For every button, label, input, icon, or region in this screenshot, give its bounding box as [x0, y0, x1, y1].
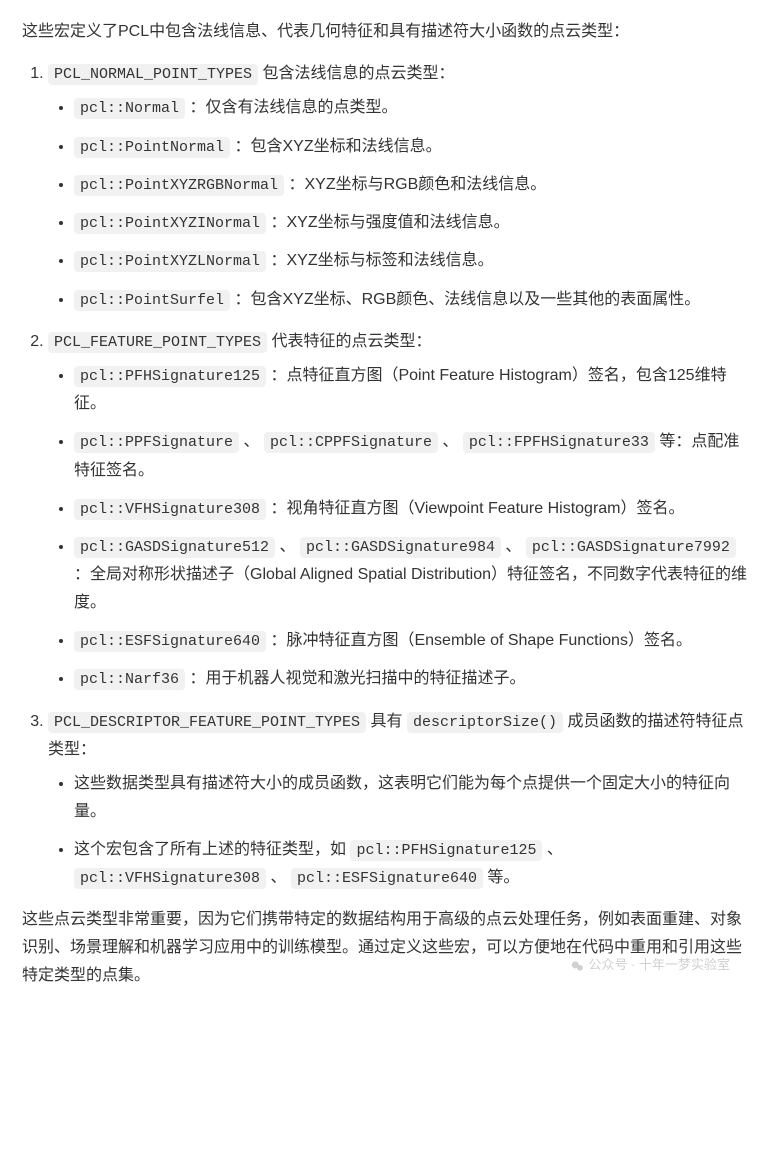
section-header: PCL_FEATURE_POINT_TYPES 代表特征的点云类型：: [48, 328, 754, 356]
list-item: pcl::ESFSignature640 ：脉冲特征直方图（Ensemble o…: [74, 627, 754, 655]
list-item: 这个宏包含了所有上述的特征类型，如 pcl::PFHSignature125 、…: [74, 836, 754, 893]
item-text: ：全局对称形状描述子（Global Aligned Spatial Distri…: [74, 566, 747, 611]
type-code: pcl::PointSurfel: [74, 290, 230, 311]
list-item: pcl::Narf36 ：用于机器人视觉和激光扫描中的特征描述子。: [74, 665, 754, 693]
macro-code: PCL_DESCRIPTOR_FEATURE_POINT_TYPES: [48, 712, 366, 733]
list-item: pcl::GASDSignature512 、 pcl::GASDSignatu…: [74, 533, 754, 617]
type-code: pcl::PPFSignature: [74, 432, 239, 453]
type-code: pcl::PFHSignature125: [74, 366, 266, 387]
type-code: pcl::Normal: [74, 98, 185, 119]
item-text: ：XYZ坐标与RGB颜色和法线信息。: [284, 176, 546, 193]
item-text: ：XYZ坐标与强度值和法线信息。: [266, 214, 510, 231]
code-separator: 、: [501, 538, 526, 555]
item-text: ：包含XYZ坐标、RGB颜色、法线信息以及一些其他的表面属性。: [230, 291, 700, 308]
list-item: pcl::PointXYZINormal ：XYZ坐标与强度值和法线信息。: [74, 209, 754, 237]
type-code: pcl::ESFSignature640: [74, 631, 266, 652]
list-item: pcl::VFHSignature308 ：视角特征直方图（Viewpoint …: [74, 495, 754, 523]
code-separator: 、: [266, 869, 291, 886]
macro-code: PCL_FEATURE_POINT_TYPES: [48, 332, 267, 353]
section-header: PCL_DESCRIPTOR_FEATURE_POINT_TYPES 具有 de…: [48, 708, 754, 764]
outro-paragraph: 这些点云类型非常重要，因为它们携带特定的数据结构用于高级的点云处理任务，例如表面…: [22, 906, 754, 990]
type-code: pcl::FPFHSignature33: [463, 432, 655, 453]
sub-list: 这些数据类型具有描述符大小的成员函数，这表明它们能为每个点提供一个固定大小的特征…: [48, 770, 754, 893]
sub-list: pcl::Normal ：仅含有法线信息的点类型。pcl::PointNorma…: [48, 94, 754, 314]
section-item: PCL_NORMAL_POINT_TYPES 包含法线信息的点云类型：pcl::…: [48, 60, 754, 314]
type-code: pcl::GASDSignature512: [74, 537, 275, 558]
type-code: pcl::PFHSignature125: [350, 840, 542, 861]
type-code: pcl::PointXYZINormal: [74, 213, 266, 234]
document-page: 这些宏定义了PCL中包含法线信息、代表几何特征和具有描述符大小函数的点云类型： …: [22, 18, 754, 990]
type-code: pcl::PointXYZLNormal: [74, 251, 266, 272]
section-item: PCL_DESCRIPTOR_FEATURE_POINT_TYPES 具有 de…: [48, 708, 754, 893]
item-text: ：用于机器人视觉和激光扫描中的特征描述子。: [185, 670, 525, 687]
type-code: pcl::PointNormal: [74, 137, 230, 158]
item-text: ：包含XYZ坐标和法线信息。: [230, 138, 442, 155]
item-text: ：脉冲特征直方图（Ensemble of Shape Functions）签名。: [266, 632, 692, 649]
section-tail: 包含法线信息的点云类型：: [258, 65, 454, 82]
section-header: PCL_NORMAL_POINT_TYPES 包含法线信息的点云类型：: [48, 60, 754, 88]
item-text: ：视角特征直方图（Viewpoint Feature Histogram）签名。: [266, 500, 684, 517]
item-text: 等。: [483, 869, 519, 886]
item-text: ：XYZ坐标与标签和法线信息。: [266, 252, 494, 269]
section-tail: 代表特征的点云类型：: [267, 333, 431, 350]
section-tail-before: 具有: [366, 713, 407, 730]
list-item: pcl::PFHSignature125 ：点特征直方图（Point Featu…: [74, 362, 754, 418]
list-item: pcl::PointXYZRGBNormal ：XYZ坐标与RGB颜色和法线信息…: [74, 171, 754, 199]
sub-list: pcl::PFHSignature125 ：点特征直方图（Point Featu…: [48, 362, 754, 694]
code-separator: 、: [438, 433, 463, 450]
type-code: pcl::ESFSignature640: [291, 868, 483, 889]
extra-code: descriptorSize(): [407, 712, 563, 733]
code-separator: 、: [275, 538, 300, 555]
code-separator: 、: [239, 433, 264, 450]
type-code: pcl::Narf36: [74, 669, 185, 690]
list-item: pcl::PointNormal ：包含XYZ坐标和法线信息。: [74, 133, 754, 161]
type-code: pcl::VFHSignature308: [74, 499, 266, 520]
code-separator: 、: [542, 841, 562, 858]
type-code: pcl::PointXYZRGBNormal: [74, 175, 284, 196]
list-item: pcl::Normal ：仅含有法线信息的点类型。: [74, 94, 754, 122]
list-item: pcl::PointSurfel ：包含XYZ坐标、RGB颜色、法线信息以及一些…: [74, 286, 754, 314]
item-text: 这些数据类型具有描述符大小的成员函数，这表明它们能为每个点提供一个固定大小的特征…: [74, 775, 730, 820]
item-text: ：仅含有法线信息的点类型。: [185, 99, 397, 116]
type-code: pcl::GASDSignature7992: [526, 537, 736, 558]
type-code: pcl::GASDSignature984: [300, 537, 501, 558]
item-prefix: 这个宏包含了所有上述的特征类型，如: [74, 841, 350, 858]
intro-paragraph: 这些宏定义了PCL中包含法线信息、代表几何特征和具有描述符大小函数的点云类型：: [22, 18, 754, 46]
type-code: pcl::CPPFSignature: [264, 432, 438, 453]
macro-code: PCL_NORMAL_POINT_TYPES: [48, 64, 258, 85]
list-item: 这些数据类型具有描述符大小的成员函数，这表明它们能为每个点提供一个固定大小的特征…: [74, 770, 754, 826]
list-item: pcl::PPFSignature 、 pcl::CPPFSignature 、…: [74, 428, 754, 484]
ordered-list: PCL_NORMAL_POINT_TYPES 包含法线信息的点云类型：pcl::…: [22, 60, 754, 892]
list-item: pcl::PointXYZLNormal ：XYZ坐标与标签和法线信息。: [74, 247, 754, 275]
section-item: PCL_FEATURE_POINT_TYPES 代表特征的点云类型：pcl::P…: [48, 328, 754, 694]
type-code: pcl::VFHSignature308: [74, 868, 266, 889]
